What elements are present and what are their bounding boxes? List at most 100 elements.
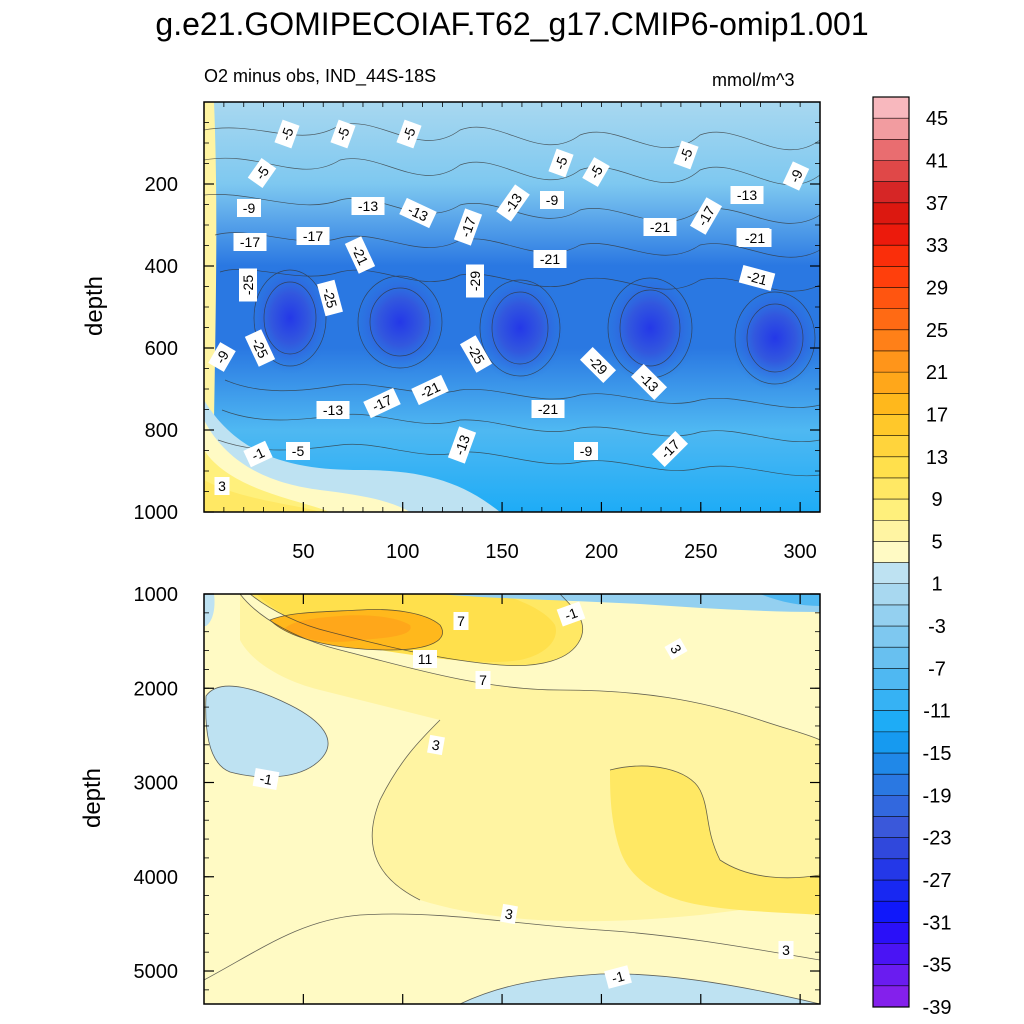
contour-label-text: -9 [580, 443, 593, 459]
colorbar-label: -23 [923, 828, 952, 850]
contour-label-box [579, 346, 617, 384]
contour-label-box [330, 119, 356, 149]
contour-label: -9 [237, 199, 261, 217]
contour-label: -21 [533, 250, 567, 268]
contour-label-text: -25 [240, 275, 256, 295]
colorbar-cell [873, 626, 909, 648]
contour-label: -5 [582, 157, 610, 187]
upper-xtick-label: 300 [783, 541, 816, 563]
colorbar-cell [873, 308, 909, 331]
contour-label-text: 3 [782, 942, 790, 958]
contour-label-text: 3 [504, 905, 515, 922]
contour-label-box [214, 477, 230, 495]
contour-label-text: -21 [540, 251, 560, 267]
colorbar-cell [873, 287, 909, 309]
colorbar-label: 21 [926, 362, 948, 384]
colorbar-cell [873, 647, 909, 669]
colorbar-cell [873, 223, 909, 246]
contour-label-text: -5 [676, 146, 695, 163]
colorbar-cell [873, 139, 909, 161]
colorbar-frame [872, 96, 910, 1008]
colorbar-cell [873, 350, 909, 373]
y-axis-labels: depth depth [79, 276, 108, 828]
colorbar-label: -27 [923, 870, 952, 892]
contour-label-text: -13 [451, 433, 473, 458]
contour-label: -9 [540, 191, 564, 209]
contour-label-text: -25 [248, 335, 271, 360]
colorbar-cell [873, 710, 909, 733]
contour-label-box [782, 161, 810, 191]
colorbar-cell [873, 858, 909, 881]
contour-label: 7 [475, 671, 491, 689]
contour-label-box [239, 268, 257, 302]
colorbar-cell [873, 753, 909, 775]
panel-subtitle: O2 minus obs, IND_44S-18S [204, 66, 437, 86]
contour-label-box [496, 184, 530, 222]
colorbar-cell [873, 837, 909, 860]
colorbar-cell [873, 816, 909, 838]
contour-label-text: -5 [333, 125, 352, 142]
contour-label-text: -21 [348, 242, 371, 267]
colorbar: 45 41 37 33 29 25 21 17 13 9 5 1 -3 -7 -11 -15 -19 -23 -27… [872, 96, 952, 1019]
colorbar-cell [873, 668, 909, 690]
colorbar-cell [873, 943, 909, 965]
contour-label-box [286, 442, 310, 460]
colorbar-cell [873, 689, 909, 712]
colorbar-cell [873, 985, 909, 1008]
upper-xtick-label: 250 [684, 541, 717, 563]
contour-label-box [296, 227, 330, 245]
upper-xtick-label: 50 [292, 541, 314, 563]
upper-ytick-label: 1000 [134, 502, 179, 524]
contour-label-text: -13 [358, 198, 378, 214]
contour-label-box [447, 426, 477, 464]
contour-label-text: 7 [479, 672, 487, 688]
contour-label-box [274, 119, 300, 149]
contour-label: 11 [413, 650, 437, 668]
contour-label-box [500, 903, 518, 925]
colorbar-cell [873, 456, 909, 479]
contour-label-box [778, 941, 794, 959]
colorbar-cell [873, 97, 909, 119]
lower-ytick-label: 5000 [134, 961, 179, 983]
contour-label-box [453, 208, 483, 246]
contour-label-box [664, 638, 688, 660]
contour-label: -29 [466, 264, 484, 298]
upper-ytick-label: 600 [145, 338, 178, 360]
lower-panel-field [204, 594, 820, 1004]
contour-label: 3 [427, 734, 445, 756]
contour-label-text: -17 [457, 215, 479, 240]
colorbar-cell [873, 964, 909, 987]
colorbar-label: 9 [931, 489, 942, 511]
contour-label: -1 [252, 768, 280, 790]
contour-label-box [738, 229, 772, 247]
contour-label-box [651, 430, 689, 468]
colorbar-cell [873, 541, 909, 563]
lower-ytick-label: 2000 [134, 678, 179, 700]
contour-label: -21 [411, 374, 449, 406]
upper-ylabel: depth [81, 276, 108, 336]
contour-label: -17 [233, 233, 267, 251]
contour-label-text: -5 [399, 125, 418, 142]
colorbar-label: -35 [923, 955, 952, 977]
contour-label-box [643, 218, 677, 236]
colorbar-cell [873, 562, 909, 585]
contour-label: -9 [208, 342, 236, 372]
contour-label: -13 [730, 186, 764, 204]
upper-xtick-label: 100 [386, 541, 419, 563]
contour-label: 3 [500, 903, 518, 925]
lower-ytick-label: 4000 [134, 867, 179, 889]
colorbar-cell [873, 880, 909, 902]
contour-label: -1 [243, 440, 273, 468]
contour-label-text: -5 [292, 443, 305, 459]
colorbar-label: 33 [926, 235, 948, 257]
colorbar-label: 13 [926, 447, 948, 469]
contour-label-text: -17 [303, 228, 323, 244]
contour-label: -17 [453, 208, 483, 246]
contour-label-box [316, 401, 350, 419]
contour-label-box [411, 374, 449, 406]
colorbar-label: 17 [926, 404, 948, 426]
contour-label-text: -21 [650, 219, 670, 235]
units-label: mmol/m^3 [712, 70, 795, 90]
contour-label: -9 [574, 442, 598, 460]
colorbar-label: -7 [928, 658, 946, 680]
